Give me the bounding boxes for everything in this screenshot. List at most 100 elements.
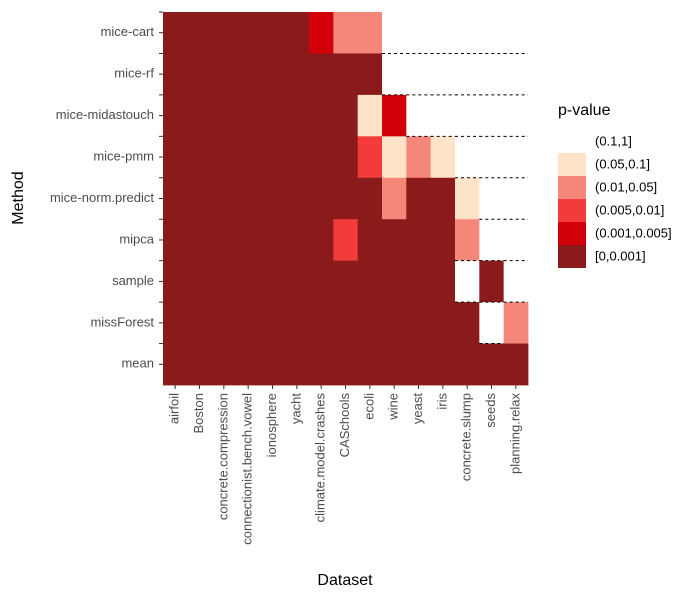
heat-cell: [236, 136, 261, 179]
heat-cell: [455, 53, 480, 96]
heat-cell: [455, 302, 480, 344]
heat-cell: [284, 343, 310, 386]
heat-cell: [211, 302, 237, 344]
heat-cell: [455, 260, 480, 303]
heat-cell: [406, 219, 432, 262]
heat-cell: [406, 94, 432, 137]
heat-cell: [236, 53, 261, 96]
heat-cell: [333, 136, 359, 179]
legend-label: (0.05,0.1]: [595, 156, 650, 171]
x-tick-label: CASchools: [337, 393, 352, 458]
heat-cell: [382, 219, 407, 262]
heat-cell: [382, 260, 407, 303]
heat-cell: [236, 12, 261, 54]
heat-cell: [284, 12, 310, 54]
heat-cell: [382, 302, 407, 344]
heat-cell: [503, 12, 529, 54]
x-tick-label: concrete.compression: [215, 393, 230, 520]
heat-cell: [455, 177, 480, 220]
heat-cell: [406, 177, 432, 220]
heat-cell: [260, 94, 286, 137]
y-tick-label: mean: [121, 356, 154, 371]
heat-cell: [236, 343, 261, 386]
x-tick-label: connectionist.bench.vowel: [240, 393, 255, 545]
heat-cell: [430, 343, 456, 386]
x-tick-label: yacht: [288, 393, 303, 424]
x-tick-label: ecoli: [361, 393, 376, 420]
heat-cell: [455, 12, 480, 54]
heat-cell: [187, 12, 213, 54]
heat-cell: [309, 177, 334, 220]
heat-cell: [382, 94, 407, 137]
heat-cell: [260, 343, 286, 386]
heat-cell: [236, 219, 261, 262]
heat-cell: [236, 177, 261, 220]
heat-cell: [357, 302, 383, 344]
heat-cell: [357, 260, 383, 303]
heat-cell: [479, 219, 505, 262]
heat-cell: [357, 94, 383, 137]
heat-cell: [333, 12, 359, 54]
heat-cell: [430, 177, 456, 220]
heat-cell: [503, 177, 529, 220]
heat-cell: [503, 136, 529, 179]
legend-label: (0.001,0.005]: [595, 225, 672, 240]
heat-cell: [430, 94, 456, 137]
heat-cell: [260, 53, 286, 96]
y-tick-label: missForest: [90, 314, 154, 329]
heat-cell: [382, 177, 407, 220]
heat-cell: [284, 219, 310, 262]
x-tick-label: planning.relax: [507, 393, 522, 474]
heat-cell: [284, 53, 310, 96]
x-tick-label: wine: [386, 393, 401, 421]
y-tick-label: mipca: [119, 231, 154, 246]
heat-cell: [236, 260, 261, 303]
heat-cell: [430, 219, 456, 262]
y-tick-label: mice-midastouch: [56, 107, 154, 122]
x-tick-label: seeds: [483, 393, 498, 428]
heat-cell: [187, 94, 213, 137]
heat-cell: [211, 177, 237, 220]
heat-cell: [357, 136, 383, 179]
heat-cell: [211, 343, 237, 386]
heat-cell: [479, 302, 505, 344]
y-tick-label: mice-norm.predict: [50, 190, 154, 205]
heat-cell: [406, 12, 432, 54]
heat-cell: [211, 53, 237, 96]
heat-cell: [406, 343, 432, 386]
heat-cell: [309, 302, 334, 344]
heat-cell: [455, 219, 480, 262]
heat-cell: [357, 343, 383, 386]
heat-cell: [284, 94, 310, 137]
heat-cell: [163, 136, 188, 179]
heat-cell: [163, 53, 188, 96]
heat-cell: [260, 136, 286, 179]
heat-cell: [309, 136, 334, 179]
heat-cell: [430, 136, 456, 179]
heat-cell: [333, 219, 359, 262]
heat-cell: [260, 302, 286, 344]
heat-cell: [163, 260, 188, 303]
heat-cell: [479, 260, 505, 303]
heat-cell: [211, 12, 237, 54]
legend-key: [558, 176, 586, 199]
legend-key: [558, 130, 586, 153]
heat-cell: [406, 302, 432, 344]
heat-cell: [430, 260, 456, 303]
heat-cell: [163, 302, 188, 344]
heat-cell: [211, 136, 237, 179]
heat-cell: [309, 219, 334, 262]
heat-cell: [357, 177, 383, 220]
heat-cell: [309, 260, 334, 303]
heat-cell: [479, 94, 505, 137]
heat-cell: [187, 260, 213, 303]
heat-cell: [163, 219, 188, 262]
heat-cell: [211, 260, 237, 303]
heat-cell: [357, 53, 383, 96]
heat-cell: [260, 260, 286, 303]
heat-cell: [163, 343, 188, 386]
heat-cell: [503, 302, 529, 344]
heat-cell: [455, 136, 480, 179]
heat-cell: [455, 94, 480, 137]
